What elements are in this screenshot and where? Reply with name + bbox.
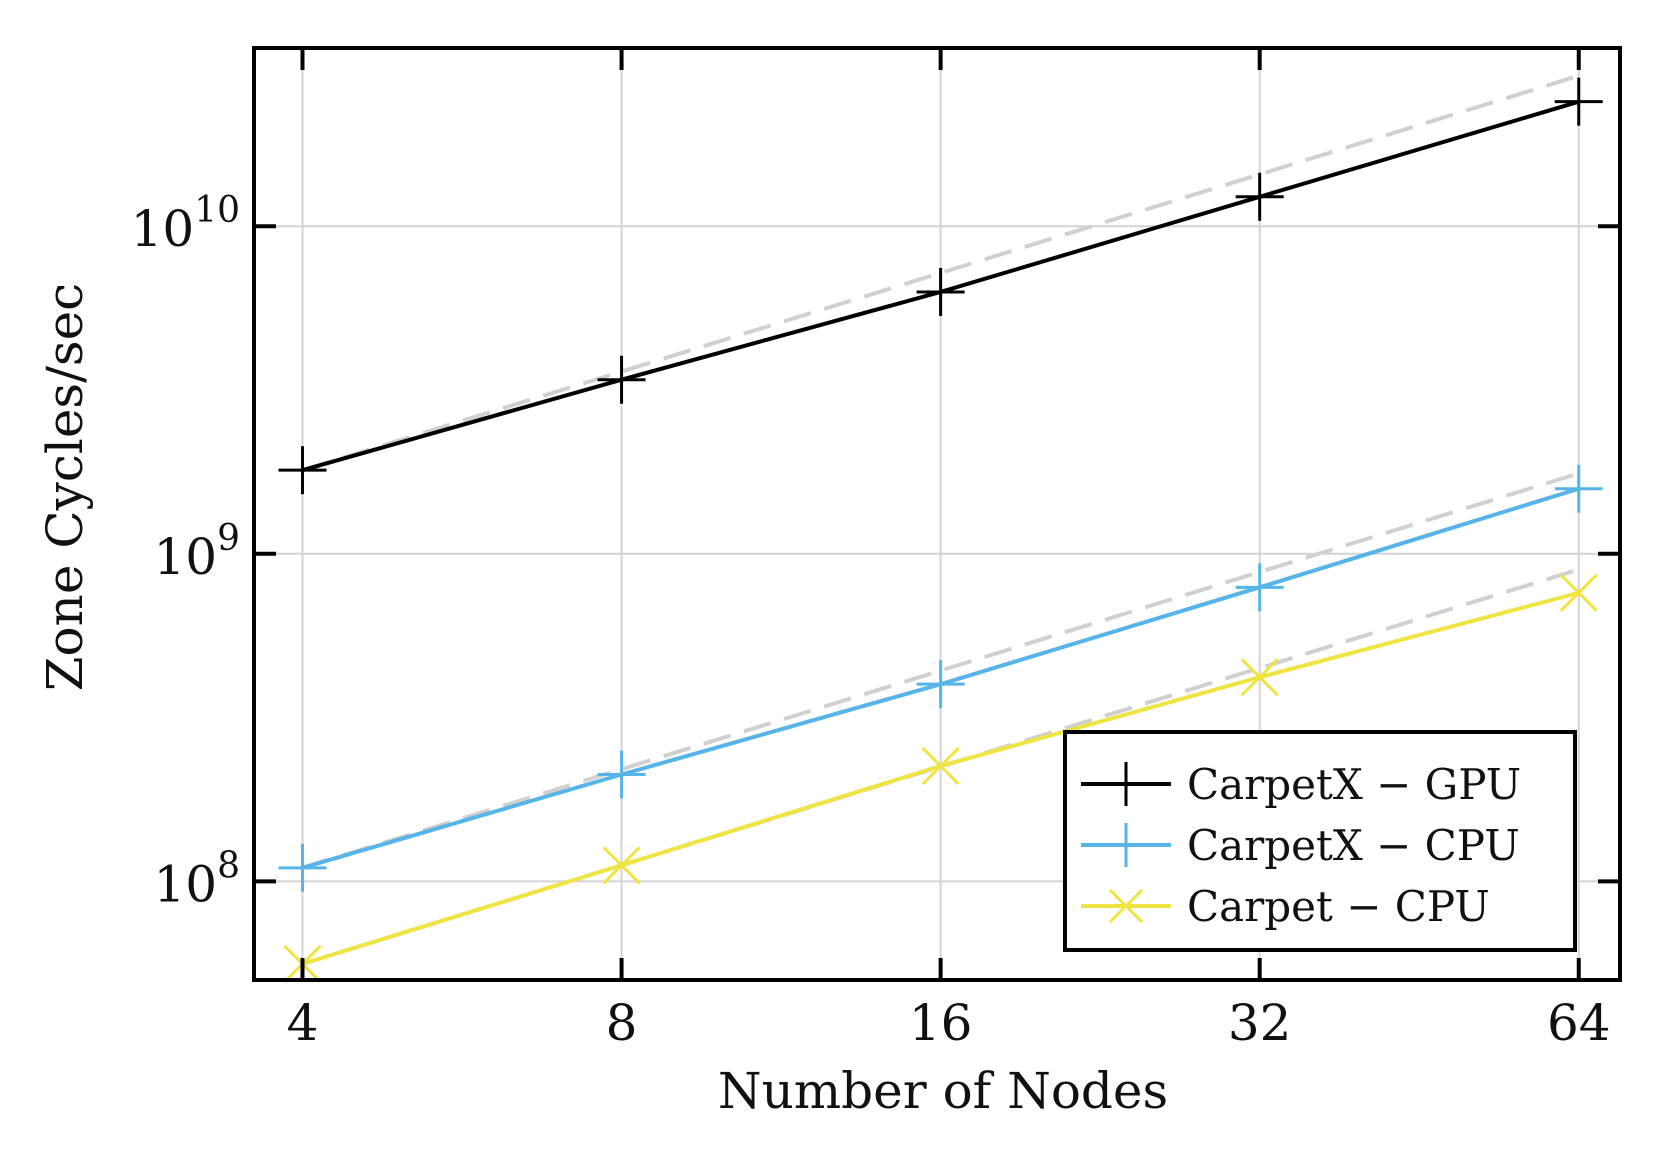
- y-axis-label: Zone Cycles/sec: [36, 283, 94, 691]
- plus-marker: [597, 355, 646, 404]
- x-tick-label: 8: [606, 994, 638, 1052]
- legend: CarpetX − GPU CarpetX − CPU Carpet − CPU: [1063, 730, 1577, 952]
- cross-marker: [1108, 888, 1144, 924]
- plus-marker: [1235, 172, 1284, 221]
- x-tick-label: 32: [1228, 994, 1292, 1052]
- legend-entry: CarpetX − CPU: [1081, 821, 1520, 870]
- legend-entry: CarpetX − GPU: [1081, 760, 1521, 809]
- plus-marker: [1235, 563, 1284, 612]
- x-tick-label: 16: [909, 994, 973, 1052]
- x-tick-label: 64: [1547, 994, 1611, 1052]
- x-tick-labels: 4 8 16 32 64: [287, 994, 1611, 1052]
- y-tick-labels: 108 109 1010: [131, 190, 240, 913]
- cross-marker: [1240, 658, 1279, 697]
- plus-marker: [916, 267, 965, 316]
- x-tick-label: 4: [287, 994, 319, 1052]
- ideal-scaling-line: [301, 73, 1580, 473]
- ideal-scaling-line: [301, 471, 1580, 870]
- legend-entry: Carpet − CPU: [1081, 882, 1490, 931]
- cross-marker: [602, 846, 641, 885]
- series: [278, 464, 1603, 892]
- cross-marker: [1559, 573, 1598, 612]
- plus-marker: [278, 446, 327, 495]
- y-tick-label: 108: [153, 845, 240, 913]
- legend-label: Carpet − CPU: [1187, 882, 1490, 931]
- data-series: [278, 77, 1603, 983]
- plus-marker: [278, 843, 327, 892]
- plus-marker: [1554, 464, 1603, 513]
- legend-label: CarpetX − CPU: [1187, 821, 1520, 870]
- y-tick-label: 109: [153, 518, 240, 586]
- axis-ticks: [254, 48, 1620, 980]
- legend-box: [1063, 730, 1577, 952]
- series: [278, 77, 1603, 495]
- plus-marker: [1104, 762, 1148, 806]
- legend-label: CarpetX − GPU: [1187, 760, 1521, 809]
- plus-marker: [916, 660, 965, 709]
- y-tick-label: 1010: [131, 190, 240, 258]
- plus-marker: [597, 750, 646, 799]
- plus-marker: [1554, 77, 1603, 126]
- plus-marker: [1104, 823, 1148, 867]
- cross-marker: [921, 746, 960, 786]
- plot-frame: [252, 46, 1622, 982]
- x-axis-label: Number of Nodes: [718, 1062, 1168, 1120]
